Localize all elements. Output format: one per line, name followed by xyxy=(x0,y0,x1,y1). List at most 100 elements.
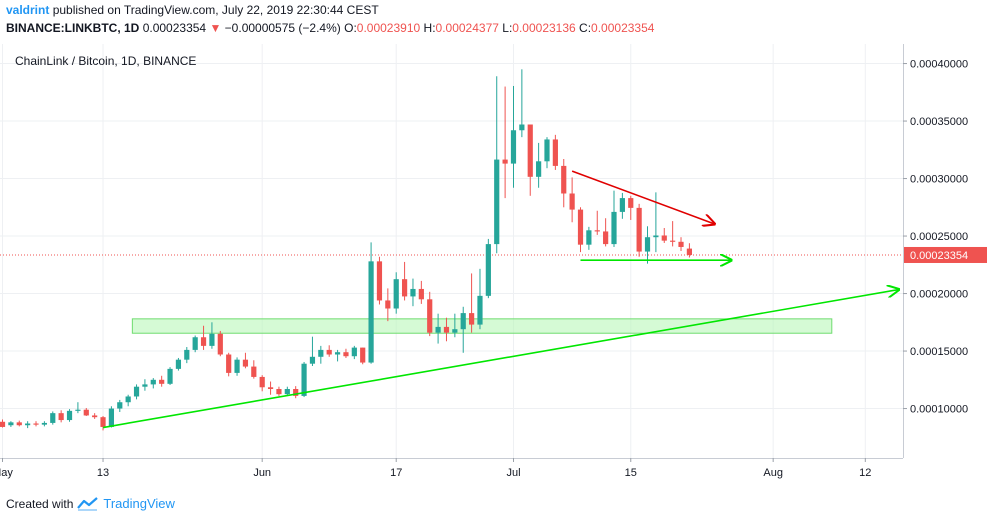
candle xyxy=(686,243,692,258)
candle xyxy=(150,378,156,389)
time-axis[interactable]: May 13 Jun 17 Jul 15 Aug 12 xyxy=(0,458,903,479)
candle xyxy=(25,421,31,429)
candle xyxy=(368,242,374,364)
candle xyxy=(318,345,324,364)
candle-body xyxy=(636,207,642,252)
candle xyxy=(226,352,232,377)
candle xyxy=(326,345,332,357)
y-tick-label: 0.00030000 xyxy=(910,174,968,186)
candle-body xyxy=(519,124,525,131)
published-text: published on TradingView.com, July 22, 2… xyxy=(52,3,379,17)
candle-body xyxy=(452,329,458,333)
candle-body xyxy=(343,352,349,357)
candle-body xyxy=(561,165,567,194)
candle-body xyxy=(502,159,508,164)
price-chart[interactable]: ChainLink / Bitcoin, 1D, BINANCE 0.00010… xyxy=(0,44,987,488)
candle-body xyxy=(318,349,324,357)
candle-body xyxy=(209,333,215,346)
candle xyxy=(159,375,165,387)
high-label: H: xyxy=(423,21,436,35)
candle xyxy=(92,413,98,419)
tradingview-brand[interactable]: TradingView xyxy=(103,496,175,511)
candle xyxy=(50,411,56,425)
candle xyxy=(125,394,131,407)
candle-body xyxy=(25,423,31,426)
candle-body xyxy=(50,413,56,423)
candle-body xyxy=(92,415,98,418)
candle-body xyxy=(217,333,223,355)
candle-body xyxy=(16,422,22,426)
candle xyxy=(577,207,584,253)
candle-body xyxy=(360,347,366,363)
publish-line: valdrint published on TradingView.com, J… xyxy=(6,3,379,17)
candle-body xyxy=(242,359,249,367)
author-name[interactable]: valdrint xyxy=(6,3,50,17)
candle-body xyxy=(301,363,307,396)
candle xyxy=(100,416,106,431)
low-label: L: xyxy=(502,21,513,35)
open-label: O: xyxy=(344,21,357,35)
candle-body xyxy=(159,379,165,384)
candle xyxy=(502,86,508,199)
candle xyxy=(217,330,223,357)
candle xyxy=(351,345,357,360)
candle xyxy=(561,159,567,208)
candle-body xyxy=(619,198,625,212)
candle xyxy=(443,317,450,342)
candle xyxy=(200,325,207,350)
candle-body xyxy=(293,389,299,396)
candle-body xyxy=(326,349,332,355)
candle xyxy=(410,278,416,307)
candle-body xyxy=(309,356,316,364)
candle xyxy=(519,69,525,138)
x-tick-label: Jun xyxy=(253,467,271,479)
ohlc-line: BINANCE:LINKBTC, 1D 0.00023354 ▼ −0.0000… xyxy=(6,21,654,35)
candle xyxy=(544,137,550,169)
candle-body xyxy=(661,235,667,241)
candle xyxy=(393,272,399,314)
created-with-text: Created with xyxy=(6,496,74,511)
candle xyxy=(611,190,617,247)
candle xyxy=(586,226,592,250)
candle xyxy=(33,421,39,427)
candle-body xyxy=(284,389,290,395)
candle xyxy=(569,177,575,223)
candle xyxy=(8,421,14,427)
candle xyxy=(661,228,667,243)
x-tick-label: 13 xyxy=(97,467,109,479)
y-tick-label: 0.00025000 xyxy=(910,231,968,243)
x-tick-label: May xyxy=(0,467,13,479)
x-tick-label: Aug xyxy=(763,467,783,479)
candle-body xyxy=(527,124,533,177)
y-tick-label: 0.00035000 xyxy=(910,116,968,128)
footer: Created with TradingView xyxy=(6,496,175,511)
candle-body xyxy=(603,231,609,245)
candle xyxy=(510,85,517,188)
price-axis[interactable]: 0.00010000 0.00015000 0.00020000 0.00025000… xyxy=(903,44,987,458)
current-price-tag xyxy=(904,246,987,263)
candle-body xyxy=(469,313,475,325)
candle xyxy=(418,280,424,304)
candle xyxy=(360,347,366,365)
candle-body xyxy=(686,248,692,255)
candle-body xyxy=(376,261,383,301)
ascending-trendline xyxy=(102,290,899,429)
chart-svg[interactable]: ChainLink / Bitcoin, 1D, BINANCE 0.00010… xyxy=(0,44,987,488)
candle-body xyxy=(678,241,684,247)
candle xyxy=(376,256,383,305)
close-value: 0.00023354 xyxy=(591,21,655,35)
candle xyxy=(628,195,634,220)
candle-body xyxy=(276,389,282,395)
candle xyxy=(427,291,433,337)
candle xyxy=(66,409,73,422)
candle xyxy=(41,421,47,427)
candle xyxy=(142,379,148,391)
candle-body xyxy=(401,279,408,297)
candle-body xyxy=(200,337,207,346)
candle xyxy=(309,336,316,366)
high-value: 0.00024377 xyxy=(435,21,499,35)
candle-body xyxy=(226,354,232,373)
candle-body xyxy=(443,326,450,333)
candle xyxy=(167,367,173,385)
y-tick-label: 0.00010000 xyxy=(910,404,968,416)
